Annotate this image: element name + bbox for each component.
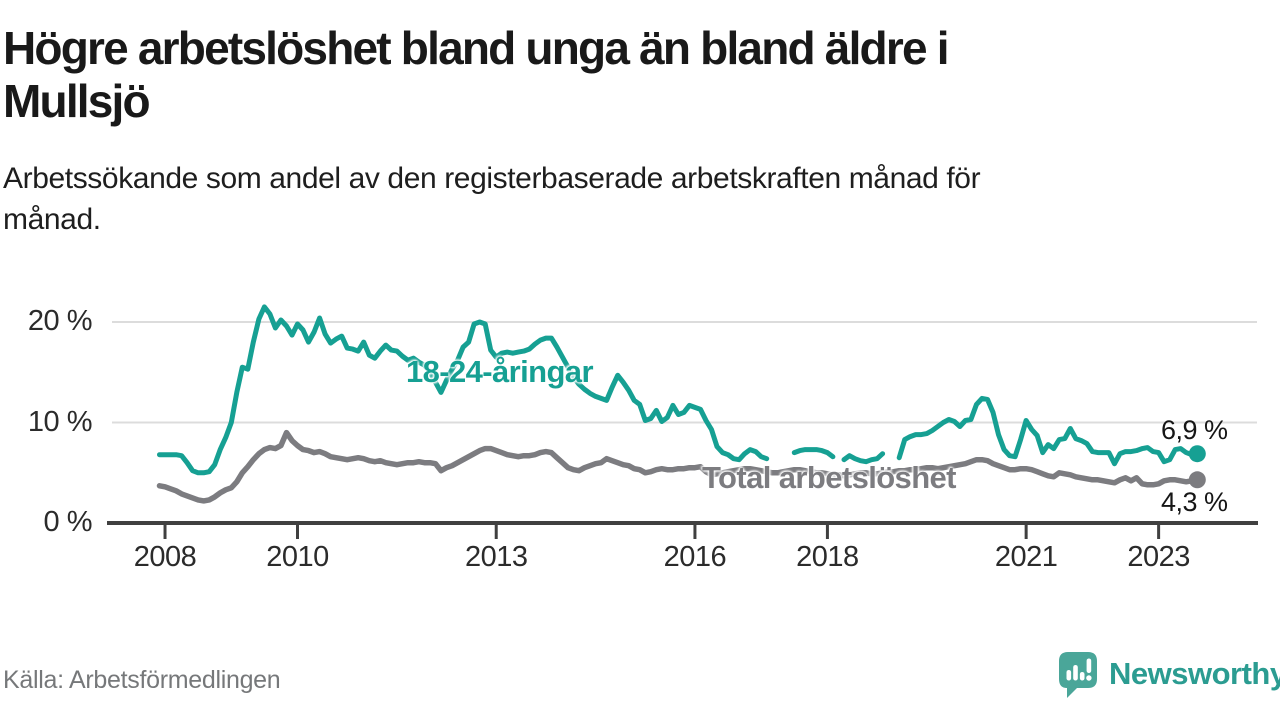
chart-subtitle: Arbetssökande som andel av den registerb… <box>3 158 1263 240</box>
series-label-total: Total arbetslöshet <box>702 460 957 495</box>
series-end-dot-youth <box>1188 445 1206 463</box>
chart-title-line2: Mullsjö <box>3 75 151 127</box>
end-value-label-youth: 6,9 % <box>1161 415 1228 445</box>
newsworthy-logo: Newsworthy <box>1056 648 1280 700</box>
series-end-dot-total <box>1188 471 1206 489</box>
series-line-youth <box>157 304 1200 476</box>
series-label-youth: 18-24-åringar <box>406 354 594 389</box>
x-axis-tick-label: 2023 <box>1127 541 1190 573</box>
y-axis-tick-label: 10 % <box>27 405 93 438</box>
x-axis-tick-label: 2013 <box>464 541 528 573</box>
chart-subtitle-line1: Arbetssökande som andel av den registerb… <box>3 162 981 195</box>
chart-title: Högre arbetslöshet bland unga än bland ä… <box>3 22 1263 128</box>
chart-subtitle-line2: månad. <box>3 203 101 236</box>
end-value-label-total: 4,3 % <box>1161 487 1228 517</box>
series-line-total <box>156 429 1201 504</box>
x-axis-tick-label: 2018 <box>796 541 859 573</box>
y-axis-tick-label: 0 % <box>43 506 93 538</box>
y-axis-tick-label: 20 % <box>27 305 93 337</box>
x-axis-tick-label: 2016 <box>663 541 727 573</box>
newsworthy-speech-bubble-bar-chart-icon <box>1059 652 1097 698</box>
x-axis-tick-label: 2021 <box>994 541 1058 573</box>
chart-title-line1: Högre arbetslöshet bland unga än bland ä… <box>3 22 950 74</box>
newsworthy-logo-text: Newsworthy <box>1109 656 1280 691</box>
x-axis-tick-label: 2010 <box>266 541 329 573</box>
source-credit: Källa: Arbetsförmedlingen <box>3 666 281 694</box>
x-axis-tick-label: 2008 <box>133 541 197 573</box>
